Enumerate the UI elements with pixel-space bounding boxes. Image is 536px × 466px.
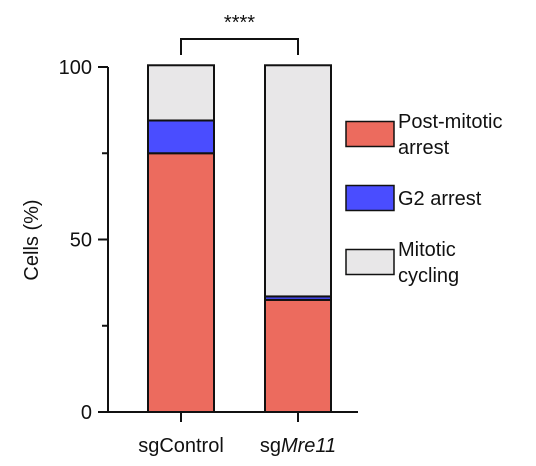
y-tick-label: 50 — [70, 230, 92, 252]
legend-label-line: cycling — [398, 265, 459, 287]
x-tick-label-name: Mre11 — [281, 435, 336, 457]
y-tick-label: 0 — [81, 402, 92, 424]
legend-label: Mitotic cycling — [398, 239, 459, 287]
x-tick-label-name: Control — [159, 435, 223, 457]
x-tick-label: sgMre11 — [260, 435, 336, 457]
legend-label: Post-mitotic arrest — [398, 111, 502, 159]
y-axis-label: Cells (%) — [21, 199, 43, 280]
x-tick-label-prefix: sg — [138, 435, 159, 457]
legend-label-line: G2 arrest — [398, 188, 482, 210]
legend-label-line: Mitotic — [398, 239, 456, 261]
y-ticks: 0 50 100 — [59, 57, 108, 424]
significance-stars: **** — [224, 12, 255, 34]
legend-label-line: Post-mitotic — [398, 111, 502, 133]
x-tick-label-prefix: sg — [260, 435, 281, 457]
x-ticks: sgControlsgMre11 — [138, 412, 336, 457]
bar-segment-1-3 — [148, 65, 214, 120]
legend-swatch — [346, 122, 394, 147]
legend-swatch — [346, 186, 394, 211]
bracket-line — [181, 39, 298, 55]
x-tick-label: sgControl — [138, 435, 224, 457]
legend-swatch — [346, 250, 394, 275]
bars-group — [148, 65, 331, 412]
legend-label-line: arrest — [398, 137, 450, 159]
bar-segment-2-1 — [265, 300, 331, 412]
bar-segment-1-1 — [148, 153, 214, 412]
bar-segment-2-3 — [265, 65, 331, 296]
legend: Post-mitotic arrest G2 arrest Mitotic cyclin… — [346, 111, 502, 287]
bar-segment-1-2 — [148, 120, 214, 153]
y-tick-label: 100 — [59, 57, 92, 79]
significance-bracket: **** — [181, 12, 298, 55]
legend-label: G2 arrest — [398, 188, 482, 210]
